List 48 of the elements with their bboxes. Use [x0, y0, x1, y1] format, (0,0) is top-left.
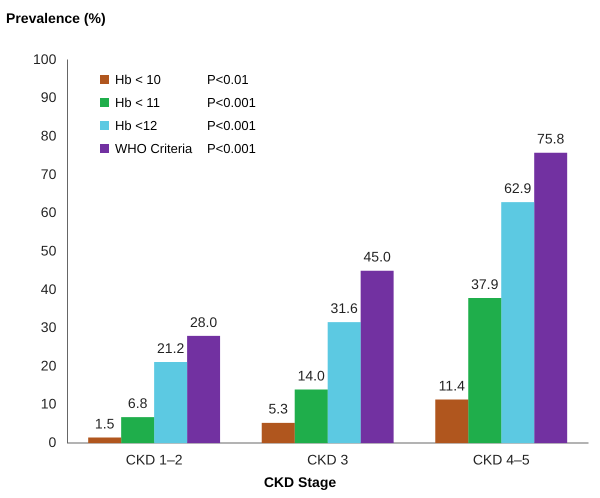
- annotation: P<0.001: [207, 141, 256, 156]
- annotation: P<0.001: [207, 95, 256, 110]
- bar: [534, 152, 568, 444]
- bar: [294, 390, 328, 444]
- data-label: 14.0: [298, 367, 326, 384]
- data-label: 28.0: [190, 314, 218, 330]
- data-label: 45.0: [364, 248, 391, 265]
- data-label: 75.8: [537, 130, 565, 147]
- bar: [154, 362, 188, 444]
- x-tick-label: CKD 4–5: [472, 451, 530, 468]
- annotation: P<0.001: [207, 118, 256, 133]
- legend-label: Hb < 10: [115, 72, 162, 87]
- data-label: 31.6: [330, 300, 358, 316]
- y-tick-label: 50: [40, 242, 57, 258]
- bar: [328, 322, 361, 444]
- annotation: P<0.01: [207, 72, 249, 87]
- data-label: 6.8: [128, 395, 148, 411]
- bar: [360, 270, 394, 444]
- bar: [187, 336, 220, 444]
- data-label: 21.2: [156, 340, 184, 356]
- y-tick-label: 100: [33, 50, 57, 67]
- data-label: 62.9: [504, 180, 532, 196]
- data-label: 5.3: [268, 400, 288, 417]
- y-tick-label: 20: [40, 357, 57, 374]
- legend-label: WHO Criteria: [115, 141, 194, 156]
- data-label: 37.9: [471, 276, 499, 292]
- y-tick-label: 40: [40, 280, 57, 297]
- bar: [435, 400, 468, 444]
- bar: [501, 202, 534, 444]
- bar: [88, 437, 122, 444]
- y-tick-label: 30: [40, 319, 57, 336]
- y-tick-label: 90: [40, 89, 57, 106]
- y-axis-title: Prevalence (%): [6, 10, 106, 26]
- y-tick-label: 60: [40, 204, 57, 220]
- y-tick-label: 80: [40, 128, 57, 144]
- x-tick-label: CKD 1–2: [126, 451, 183, 468]
- x-axis-title: CKD Stage: [262, 474, 338, 490]
- legend-label: Hb < 11: [115, 95, 161, 110]
- bar: [121, 417, 154, 444]
- y-tick-label: 10: [40, 396, 57, 412]
- legend-label: Hb <12: [115, 118, 158, 133]
- y-tick-label: 0: [48, 434, 57, 450]
- bar: [468, 298, 502, 444]
- y-tick-label: 70: [40, 166, 57, 182]
- bar: [262, 422, 295, 444]
- data-label: 11.4: [438, 377, 466, 394]
- data-label: 1.5: [94, 415, 115, 432]
- x-tick-label: CKD 3: [307, 451, 349, 468]
